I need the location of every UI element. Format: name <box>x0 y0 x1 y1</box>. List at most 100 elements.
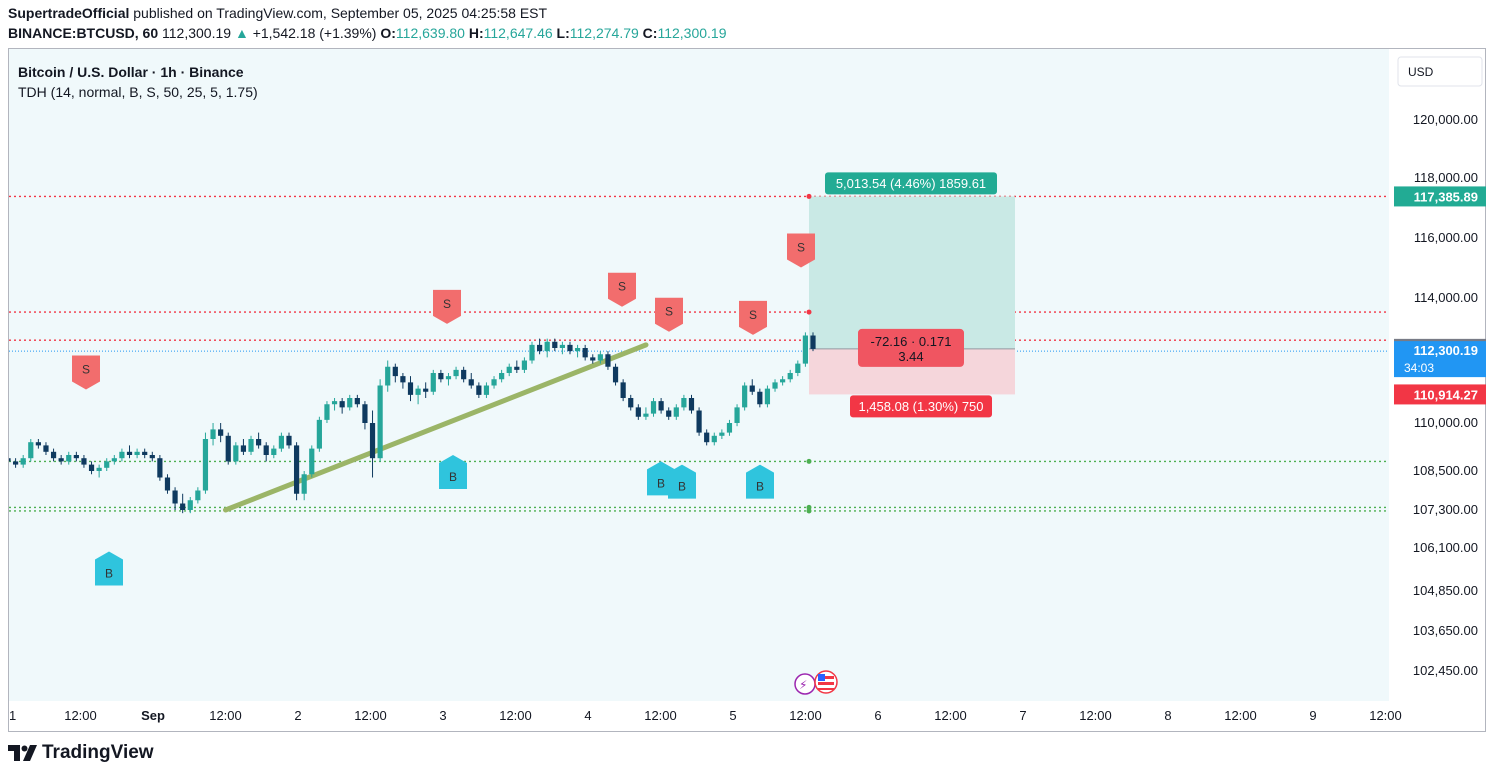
candle[interactable] <box>597 351 603 364</box>
candle[interactable] <box>240 439 247 455</box>
candle[interactable] <box>780 376 786 386</box>
candle[interactable] <box>635 404 641 420</box>
candle[interactable] <box>544 338 550 358</box>
candle[interactable] <box>369 410 376 478</box>
buy-signal[interactable]: B <box>95 551 123 586</box>
candle[interactable] <box>58 455 64 465</box>
candle[interactable] <box>582 344 588 361</box>
candle[interactable] <box>149 451 155 462</box>
candle[interactable] <box>142 448 148 459</box>
candle[interactable] <box>293 442 300 501</box>
candle[interactable] <box>688 394 695 414</box>
candle[interactable] <box>704 429 710 446</box>
tradingview-logo[interactable]: TradingView <box>8 742 154 764</box>
sell-signal[interactable]: S <box>655 297 683 332</box>
candle[interactable] <box>377 379 383 462</box>
candle[interactable] <box>468 373 474 389</box>
candle[interactable] <box>559 341 565 355</box>
buy-signal[interactable]: B <box>439 455 467 489</box>
candle[interactable] <box>66 451 72 465</box>
candle[interactable] <box>180 493 186 514</box>
candle[interactable] <box>96 464 102 478</box>
candle[interactable] <box>430 369 436 395</box>
candle[interactable] <box>423 382 429 398</box>
candle[interactable] <box>324 401 330 423</box>
candle[interactable] <box>681 394 687 411</box>
candle[interactable] <box>331 398 338 411</box>
candle[interactable] <box>339 398 345 414</box>
candle[interactable] <box>506 363 512 377</box>
candle[interactable] <box>696 407 702 436</box>
candle[interactable] <box>88 461 95 475</box>
candle[interactable] <box>514 360 520 374</box>
candle[interactable] <box>726 419 733 436</box>
candle[interactable] <box>271 445 277 459</box>
candle[interactable] <box>802 332 809 367</box>
candle[interactable] <box>590 354 596 364</box>
candle[interactable] <box>787 369 793 383</box>
target-label[interactable]: 5,013.54 (4.46%) 1859.61 <box>825 172 997 195</box>
profit-zone[interactable] <box>809 196 1015 349</box>
candle[interactable] <box>104 458 110 471</box>
candle[interactable] <box>407 376 414 402</box>
sell-signal[interactable]: S <box>787 233 815 268</box>
level-anchor-dot[interactable] <box>806 309 812 315</box>
candle[interactable] <box>218 423 224 443</box>
candle[interactable] <box>8 455 11 465</box>
events-icon[interactable]: ⚡ <box>794 670 838 695</box>
candle[interactable] <box>620 379 626 402</box>
candle[interactable] <box>301 471 307 501</box>
sell-signal[interactable]: S <box>72 355 100 390</box>
candle[interactable] <box>666 407 672 420</box>
candle[interactable] <box>119 448 125 462</box>
candle[interactable] <box>157 455 163 481</box>
candle[interactable] <box>734 404 740 427</box>
candle[interactable] <box>749 379 755 395</box>
candle[interactable] <box>711 432 717 446</box>
candle[interactable] <box>445 373 452 386</box>
level-anchor-dot[interactable] <box>806 193 812 199</box>
candle[interactable] <box>628 394 634 411</box>
candle[interactable] <box>757 388 763 408</box>
candle[interactable] <box>795 360 801 377</box>
plot-area[interactable] <box>9 49 1389 701</box>
candle[interactable] <box>12 458 19 468</box>
candle[interactable] <box>499 369 505 383</box>
level-anchor-dot[interactable] <box>806 504 812 510</box>
candle[interactable] <box>256 432 262 449</box>
candle[interactable] <box>50 448 57 462</box>
candle[interactable] <box>233 442 239 465</box>
candle[interactable] <box>521 357 528 373</box>
candle[interactable] <box>764 385 771 408</box>
candle[interactable] <box>400 373 406 389</box>
candle[interactable] <box>134 448 140 459</box>
candle[interactable] <box>362 401 368 430</box>
candle[interactable] <box>438 369 444 383</box>
candle[interactable] <box>612 363 619 386</box>
sell-signal[interactable]: S <box>433 289 461 324</box>
candle[interactable] <box>225 432 231 465</box>
candle[interactable] <box>195 487 201 504</box>
level-anchor-dot[interactable] <box>806 508 812 514</box>
candle[interactable] <box>650 398 657 417</box>
candle[interactable] <box>278 432 284 452</box>
candle[interactable] <box>810 332 816 352</box>
candle[interactable] <box>574 344 581 358</box>
candle[interactable] <box>263 442 269 462</box>
candle[interactable] <box>719 429 725 439</box>
sell-signal[interactable]: S <box>739 300 767 335</box>
candle[interactable] <box>73 451 79 462</box>
sell-signal[interactable]: S <box>608 272 636 307</box>
indicator-legend[interactable]: TDH (14, normal, B, S, 50, 25, 5, 1.75) <box>18 84 258 100</box>
currency-button[interactable]: USD <box>1397 56 1483 87</box>
candle[interactable] <box>248 435 254 455</box>
candle[interactable] <box>309 445 315 478</box>
candle[interactable] <box>392 363 398 383</box>
candle[interactable] <box>772 379 778 392</box>
candle[interactable] <box>354 394 360 408</box>
candle[interactable] <box>567 341 573 355</box>
candle[interactable] <box>491 376 497 389</box>
candle[interactable] <box>202 432 209 494</box>
